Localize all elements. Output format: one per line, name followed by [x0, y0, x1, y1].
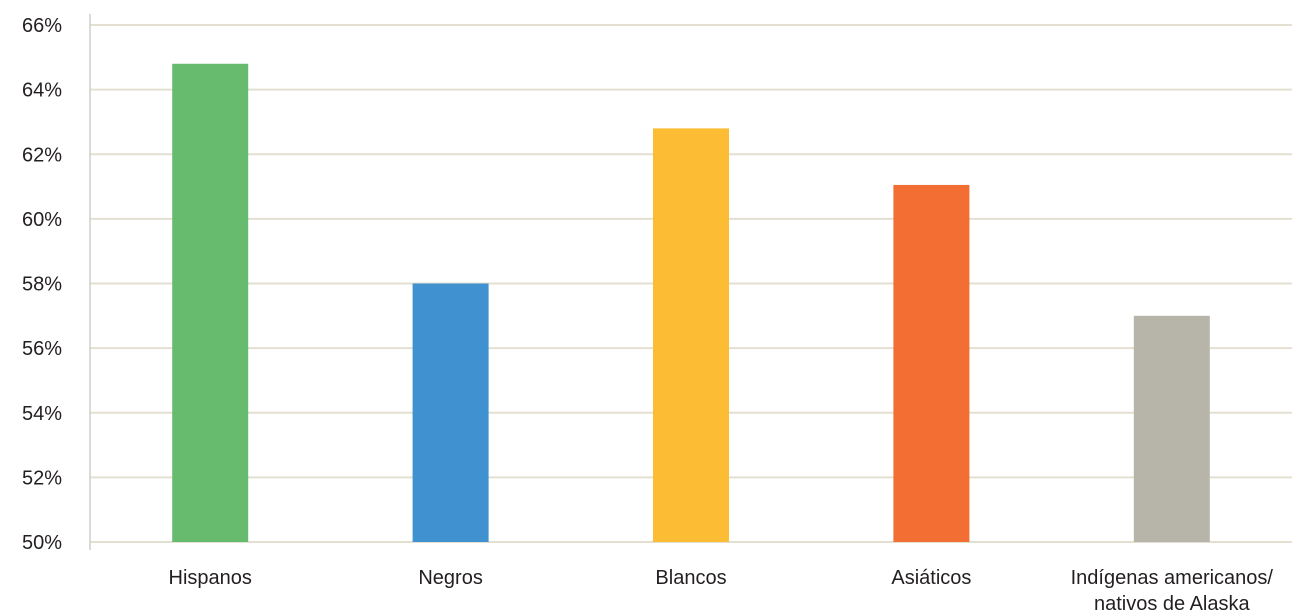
bar	[172, 63, 249, 543]
x-category-label: Negros	[418, 567, 482, 589]
bar	[1133, 315, 1210, 542]
y-tick-label: 58%	[22, 274, 62, 296]
x-category-label: Blancos	[655, 567, 726, 589]
x-category-label: Hispanos	[169, 567, 252, 589]
y-tick-label: 62%	[22, 144, 62, 166]
y-tick-label: 56%	[22, 338, 62, 360]
y-tick-label: 66%	[22, 15, 62, 37]
bars	[172, 63, 1210, 543]
x-category-label: Indígenas americanos/nativos de Alaska	[1071, 567, 1274, 615]
y-tick-label: 52%	[22, 467, 62, 489]
x-axis-labels: Hispanos Negros Blancos Asiáticos Indígenas …	[169, 567, 1274, 615]
bar	[653, 128, 729, 542]
bar	[412, 283, 489, 542]
y-tick-label: 54%	[22, 403, 62, 425]
y-tick-label: 60%	[22, 209, 62, 231]
x-category-label: Asiáticos	[891, 567, 971, 589]
y-tick-label: 50%	[22, 532, 62, 554]
bar	[893, 184, 970, 542]
y-axis: 50% 52% 54% 56% 58% 60% 62% 64% 66%	[22, 14, 91, 554]
y-tick-label: 64%	[22, 80, 62, 102]
